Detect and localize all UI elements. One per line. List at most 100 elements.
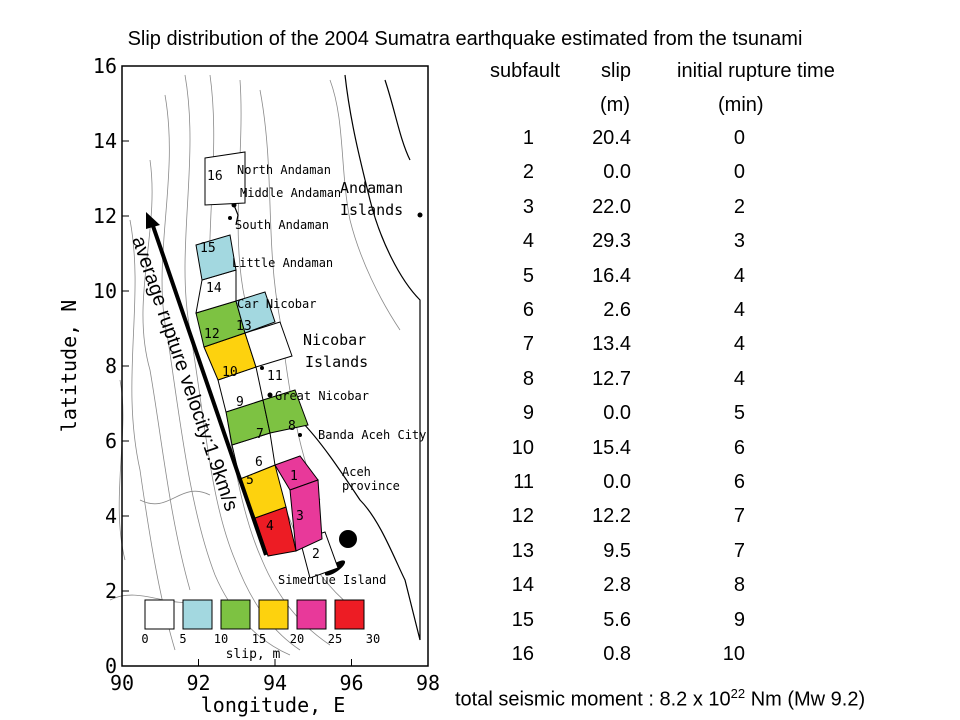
slip-legend-tick: 25 bbox=[328, 632, 342, 646]
label-north-andaman: North Andaman bbox=[237, 163, 331, 177]
cell-subfault: 3 bbox=[522, 195, 534, 218]
y-axis: 0 2 4 6 8 10 12 14 16 bbox=[93, 54, 129, 678]
cell-slip: 29.3 bbox=[592, 230, 631, 253]
rupture-arrow bbox=[146, 212, 268, 556]
subfault-3 bbox=[289, 479, 323, 552]
label-nicobar-islands-2: Islands bbox=[305, 353, 368, 371]
cell-slip: 12.2 bbox=[592, 505, 631, 528]
label-simeulue: Simeulue Island bbox=[278, 573, 386, 587]
table-row: 2 0.0 0 bbox=[455, 161, 795, 195]
table-row: 11 0.0 6 bbox=[455, 471, 795, 505]
y-tick-label: 10 bbox=[93, 279, 117, 303]
place-labels: North Andaman Middle Andaman South Andam… bbox=[232, 163, 426, 587]
table-row: 16 0.8 10 bbox=[455, 643, 795, 677]
moment-suffix: Nm (Mw 9.2) bbox=[745, 688, 866, 711]
x-axis: 90 92 94 96 98 bbox=[110, 659, 440, 695]
slip-legend-swatch bbox=[258, 599, 289, 630]
label-car-nicobar: Car Nicobar bbox=[237, 297, 316, 311]
y-tick-label: 2 bbox=[105, 579, 117, 603]
label-aceh-2: province bbox=[342, 479, 400, 493]
cell-time: 5 bbox=[733, 402, 745, 425]
slip-legend-tick: 5 bbox=[179, 632, 186, 646]
slip-legend-tick: 20 bbox=[290, 632, 304, 646]
cell-slip: 16.4 bbox=[592, 264, 631, 287]
cell-slip: 0.0 bbox=[603, 161, 631, 184]
table-row: 15 5.6 9 bbox=[455, 609, 795, 643]
subfault-label: 8 bbox=[288, 419, 296, 434]
x-tick-label: 90 bbox=[110, 671, 134, 695]
label-aceh-1: Aceh bbox=[342, 465, 371, 479]
label-nicobar-islands-1: Nicobar bbox=[303, 331, 366, 349]
y-tick-label: 8 bbox=[105, 354, 117, 378]
subfault-label: 14 bbox=[206, 281, 222, 296]
cell-subfault: 7 bbox=[522, 333, 534, 356]
label-andaman-islands-1: Andaman bbox=[340, 179, 403, 197]
table-row: 7 13.4 4 bbox=[455, 333, 795, 367]
cell-time: 6 bbox=[733, 471, 745, 493]
subfault-label: 13 bbox=[236, 319, 252, 334]
subfault-label: 6 bbox=[255, 455, 263, 470]
cell-subfault: 16 bbox=[511, 643, 534, 665]
cell-subfault: 12 bbox=[511, 505, 534, 528]
cell-slip: 0.0 bbox=[603, 471, 631, 493]
cell-subfault: 10 bbox=[511, 436, 534, 459]
x-tick-label: 96 bbox=[339, 671, 363, 695]
table-row: 5 16.4 4 bbox=[455, 265, 795, 299]
cell-time: 8 bbox=[733, 574, 745, 597]
subfault-label: 4 bbox=[266, 519, 274, 534]
slip-legend-swatch bbox=[220, 599, 251, 630]
subfault-16 bbox=[204, 151, 246, 206]
cell-time: 4 bbox=[733, 367, 745, 390]
cell-time: 4 bbox=[733, 333, 745, 356]
subfault-label: 5 bbox=[246, 473, 254, 488]
subfault-15 bbox=[195, 234, 237, 281]
table-row: 4 29.3 3 bbox=[455, 230, 795, 264]
cell-slip: 2.6 bbox=[603, 299, 631, 321]
cell-slip: 15.4 bbox=[592, 436, 631, 459]
table-row: 14 2.8 8 bbox=[455, 574, 795, 608]
cell-time: 7 bbox=[733, 505, 745, 528]
slip-legend-tick: 10 bbox=[214, 632, 228, 646]
y-tick-label: 12 bbox=[93, 204, 117, 228]
cell-time: 6 bbox=[733, 436, 745, 459]
slip-legend-tick: 0 bbox=[141, 632, 148, 646]
cell-subfault: 8 bbox=[522, 367, 534, 390]
cell-time: 3 bbox=[733, 230, 745, 253]
y-tick-label: 0 bbox=[105, 654, 117, 678]
header-slip: slip bbox=[601, 60, 632, 82]
label-andaman-islands-2: Islands bbox=[340, 201, 403, 219]
unit-slip: (m) bbox=[600, 94, 630, 116]
cell-subfault: 4 bbox=[522, 230, 534, 253]
x-tick-label: 94 bbox=[263, 671, 287, 695]
x-tick-label: 92 bbox=[186, 671, 210, 695]
table-row: 12 12.2 7 bbox=[455, 505, 795, 539]
cell-subfault: 5 bbox=[522, 264, 534, 287]
cell-subfault: 6 bbox=[522, 299, 534, 321]
slip-legend-tick: 15 bbox=[252, 632, 266, 646]
cell-slip: 0.8 bbox=[603, 643, 631, 665]
cell-slip: 5.6 bbox=[603, 608, 631, 631]
cell-time: 0 bbox=[733, 127, 745, 149]
subfault-label: 12 bbox=[204, 327, 220, 342]
cell-slip: 22.0 bbox=[592, 195, 631, 218]
seismic-moment: total seismic moment : 8.2 x 1022 Nm (Mw… bbox=[455, 686, 865, 712]
label-great-nicobar: Great Nicobar bbox=[275, 389, 369, 403]
table-row: 1 20.4 0 bbox=[455, 127, 795, 161]
subfault-label: 15 bbox=[200, 241, 216, 256]
subfault-13 bbox=[235, 291, 276, 334]
cell-subfault: 15 bbox=[511, 608, 534, 631]
subfault-label: 3 bbox=[296, 509, 304, 524]
label-south-andaman: South Andaman bbox=[235, 218, 329, 232]
cell-subfault: 14 bbox=[511, 574, 534, 597]
moment-exponent: 22 bbox=[730, 686, 746, 701]
cell-subfault: 2 bbox=[522, 161, 534, 184]
cell-subfault: 11 bbox=[513, 471, 534, 493]
table-row: 3 22.0 2 bbox=[455, 196, 795, 230]
slip-legend-swatch bbox=[334, 599, 365, 630]
subfault-label: 2 bbox=[312, 547, 320, 562]
cell-subfault: 13 bbox=[511, 539, 534, 562]
subfault-11 bbox=[244, 321, 293, 368]
cell-slip: 0.0 bbox=[603, 402, 631, 425]
figure-title: Slip distribution of the 2004 Sumatra ea… bbox=[127, 28, 803, 50]
slip-legend-title: slip, m bbox=[226, 647, 281, 662]
